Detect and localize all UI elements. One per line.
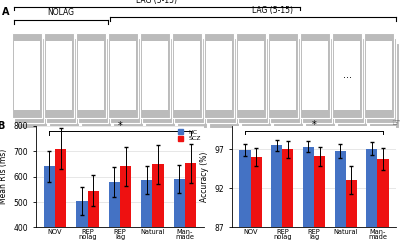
Bar bbox=[270, 40, 296, 110]
Bar bbox=[314, 156, 325, 242]
Bar bbox=[366, 38, 396, 123]
Bar bbox=[174, 38, 204, 123]
Text: NOLAG: NOLAG bbox=[48, 8, 74, 17]
Bar bbox=[335, 151, 346, 242]
Bar bbox=[174, 40, 200, 110]
Bar bbox=[14, 38, 44, 123]
Bar bbox=[238, 40, 264, 110]
Bar bbox=[172, 33, 202, 118]
Bar bbox=[334, 40, 360, 110]
Bar bbox=[268, 33, 298, 118]
Bar bbox=[76, 33, 106, 118]
Bar bbox=[17, 43, 47, 128]
Bar bbox=[110, 40, 136, 110]
Bar bbox=[204, 33, 234, 118]
Bar bbox=[366, 40, 392, 110]
Y-axis label: Accuracy (%): Accuracy (%) bbox=[200, 151, 209, 202]
Bar bbox=[49, 43, 79, 128]
Text: LAG (5-15): LAG (5-15) bbox=[136, 0, 178, 5]
Text: ☞: ☞ bbox=[392, 118, 400, 128]
Text: B: B bbox=[0, 121, 5, 131]
Bar bbox=[46, 38, 76, 123]
Bar bbox=[346, 180, 357, 242]
Bar bbox=[305, 43, 335, 128]
Bar bbox=[142, 40, 168, 110]
Bar bbox=[302, 38, 332, 123]
Bar bbox=[334, 38, 364, 123]
Bar bbox=[364, 33, 394, 118]
Bar bbox=[108, 33, 138, 118]
Bar bbox=[44, 33, 74, 118]
Bar bbox=[302, 40, 328, 110]
Bar bbox=[141, 180, 152, 242]
Text: A: A bbox=[2, 7, 10, 16]
Bar bbox=[369, 43, 399, 128]
Text: LAG (5-15): LAG (5-15) bbox=[252, 6, 294, 15]
Text: *: * bbox=[312, 120, 316, 130]
Bar bbox=[240, 150, 250, 242]
Bar bbox=[241, 43, 271, 128]
Bar bbox=[206, 38, 236, 123]
Bar bbox=[209, 43, 239, 128]
Bar bbox=[300, 33, 330, 118]
Bar bbox=[270, 38, 300, 123]
Bar bbox=[44, 166, 55, 242]
Bar bbox=[332, 33, 362, 118]
Bar bbox=[55, 149, 66, 242]
Bar bbox=[337, 43, 367, 128]
Bar bbox=[78, 38, 108, 123]
Bar bbox=[140, 33, 170, 118]
Bar bbox=[177, 43, 207, 128]
Text: ...: ... bbox=[342, 70, 352, 80]
Bar bbox=[78, 40, 104, 110]
Bar bbox=[46, 40, 72, 110]
Bar bbox=[145, 43, 175, 128]
Legend: HC, SCZ: HC, SCZ bbox=[178, 129, 201, 141]
Text: *: * bbox=[118, 121, 122, 131]
Bar bbox=[142, 38, 172, 123]
Bar bbox=[250, 157, 262, 242]
Bar bbox=[303, 147, 314, 242]
Bar bbox=[113, 43, 143, 128]
Bar bbox=[110, 38, 140, 123]
Bar bbox=[88, 191, 99, 242]
Bar bbox=[238, 38, 268, 123]
Bar bbox=[282, 149, 293, 242]
Bar bbox=[12, 33, 42, 118]
Bar bbox=[174, 179, 185, 242]
Bar bbox=[14, 40, 40, 110]
Y-axis label: Mean RTs (ms): Mean RTs (ms) bbox=[0, 149, 8, 204]
Bar bbox=[206, 40, 232, 110]
Bar bbox=[152, 165, 164, 242]
Bar bbox=[185, 163, 196, 242]
Bar bbox=[236, 33, 266, 118]
Bar bbox=[109, 182, 120, 242]
Bar bbox=[76, 201, 88, 242]
Bar bbox=[271, 145, 282, 242]
Bar bbox=[273, 43, 303, 128]
Bar bbox=[378, 159, 388, 242]
Bar bbox=[120, 166, 131, 242]
Bar bbox=[366, 149, 378, 242]
Bar bbox=[81, 43, 111, 128]
